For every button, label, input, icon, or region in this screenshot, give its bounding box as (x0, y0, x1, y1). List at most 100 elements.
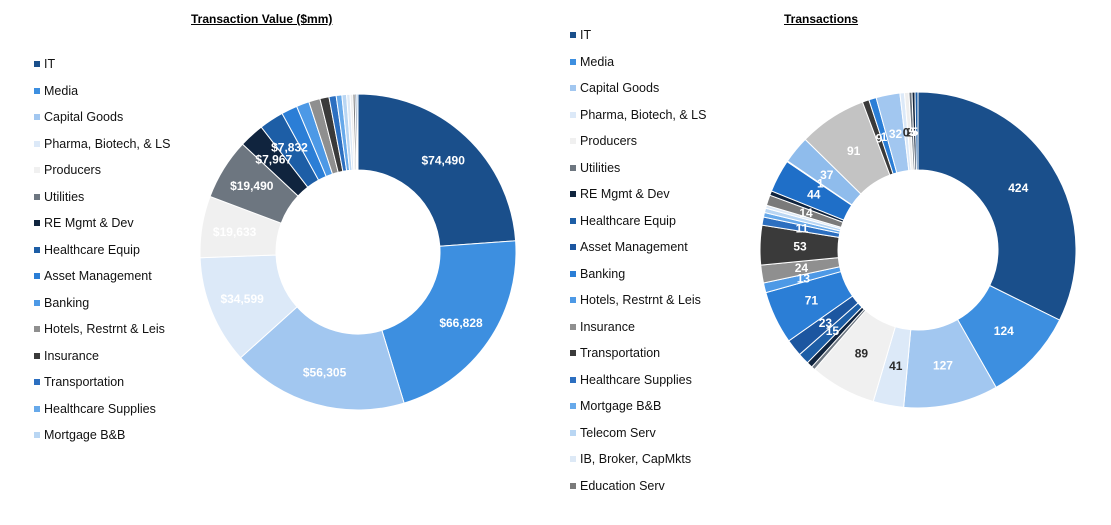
data-label: 37 (820, 168, 834, 182)
legend-label: Mortgage B&B (44, 428, 126, 442)
data-label: 89 (855, 347, 869, 361)
donut-transaction-value: $74,490 $66,828 $56,305 $34,599 $19,633 $19,4… (199, 93, 517, 411)
slice-other-19 (356, 93, 359, 171)
data-label: 2 (906, 125, 913, 139)
data-label: 32 (889, 127, 903, 141)
chart-title-transactions: Transactions (784, 12, 859, 26)
slice-capital-goods (239, 306, 405, 411)
legend-label: Banking (580, 266, 626, 281)
legend-item-healthcare-supplies: Healthcare Supplies (34, 402, 170, 429)
legend-transaction-value: IT Media Capital Goods Pharma, Biotech, & L… (34, 57, 170, 455)
slice-it (357, 93, 517, 247)
legend-swatch (34, 432, 40, 438)
legend-label: RE Mgmt & Dev (44, 216, 134, 230)
legend-swatch (34, 167, 40, 173)
data-label: 24 (795, 261, 809, 275)
legend-item-banking: Banking (570, 267, 706, 294)
legend-item-insurance: Insurance (34, 349, 170, 376)
legend-label: Telecom Serv (580, 425, 656, 440)
data-label: $7,832 (271, 140, 308, 154)
data-label: 11 (796, 221, 809, 235)
legend-label: Producers (580, 134, 637, 148)
data-label: $19,633 (213, 225, 257, 239)
data-label: 41 (889, 359, 903, 373)
legend-label: Healthcare Equip (580, 213, 676, 228)
legend-swatch (570, 244, 576, 250)
legend-swatch (570, 297, 576, 303)
legend-swatch (570, 111, 576, 118)
legend-label: Utilities (44, 189, 85, 204)
data-label: 71 (805, 294, 819, 308)
legend-item-producers: Producers (570, 134, 706, 161)
legend-label: Healthcare Supplies (44, 401, 156, 416)
legend-swatch (570, 270, 576, 277)
legend-label: Healthcare Equip (44, 242, 140, 257)
legend-swatch (34, 379, 40, 385)
legend-swatch (570, 164, 576, 171)
legend-item-producers: Producers (34, 163, 170, 190)
legend-label: Hotels, Restrnt & Leis (44, 322, 165, 336)
data-label: 23 (819, 316, 833, 330)
legend-swatch (570, 85, 576, 91)
legend-item-media: Media (570, 55, 706, 82)
data-label: $19,490 (230, 179, 274, 193)
legend-swatch (570, 217, 576, 224)
legend-item-transportation: Transportation (34, 375, 170, 402)
legend-swatch (570, 138, 576, 144)
legend-swatch (34, 246, 40, 253)
legend-label: IT (580, 28, 592, 42)
legend-label: Transportation (44, 375, 125, 389)
legend-item-re-mgmt-dev: RE Mgmt & Dev (34, 216, 170, 243)
data-label: $74,490 (422, 154, 466, 168)
legend-swatch (570, 32, 576, 38)
legend-label: Pharma, Biotech, & LS (44, 136, 171, 151)
legend-swatch (570, 58, 576, 65)
legend-label: Asset Management (44, 269, 152, 283)
legend-label: IB, Broker, CapMkts (580, 452, 692, 466)
data-label: 1 (881, 130, 888, 144)
legend-label: Insurance (44, 348, 99, 363)
slice-other-30 (914, 91, 919, 171)
legend-item-hotels-restrnt-leis: Hotels, Restrnt & Leis (570, 293, 706, 320)
legend-swatch (34, 61, 40, 67)
data-label: 15 (826, 324, 840, 338)
legend-item-healthcare-supplies: Healthcare Supplies (570, 373, 706, 400)
data-label: 1 (817, 177, 824, 191)
legend-item-re-mgmt-dev: RE Mgmt & Dev (570, 187, 706, 214)
legend-label: Healthcare Supplies (580, 372, 692, 387)
legend-label: RE Mgmt & Dev (580, 187, 670, 201)
legend-item-transportation: Transportation (570, 346, 706, 373)
legend-item-education-serv: Education Serv (570, 479, 706, 506)
legend-item-asset-management: Asset Management (570, 240, 706, 267)
legend-swatch (34, 193, 40, 200)
chart-title-transaction-value: Transaction Value ($mm) (191, 12, 333, 26)
legend-swatch (570, 482, 576, 489)
legend-swatch (34, 326, 40, 332)
legend-item-healthcare-equip: Healthcare Equip (34, 243, 170, 270)
data-label: 53 (793, 239, 807, 253)
data-label: 91 (847, 144, 861, 158)
data-label: 127 (933, 358, 953, 372)
legend-item-hotels-restrnt-leis: Hotels, Restrnt & Leis (34, 322, 170, 349)
legend-item-mortgage-b-b: Mortgage B&B (34, 428, 170, 455)
legend-label: Education Serv (580, 478, 665, 493)
legend-swatch (34, 273, 40, 279)
legend-swatch (34, 299, 40, 306)
legend-item-utilities: Utilities (570, 161, 706, 188)
legend-label: Pharma, Biotech, & LS (580, 107, 707, 122)
legend-item-asset-management: Asset Management (34, 269, 170, 296)
data-label: 44 (807, 188, 821, 202)
data-label: 5 (911, 125, 918, 139)
legend-item-capital-goods: Capital Goods (34, 110, 170, 137)
legend-label: Producers (44, 163, 101, 177)
legend-swatch (34, 87, 40, 94)
legend-item-it: IT (570, 28, 706, 55)
legend-swatch (570, 456, 576, 462)
legend-label: Utilities (580, 160, 621, 175)
legend-item-pharma-biotech-ls: Pharma, Biotech, & LS (570, 108, 706, 135)
data-label: 14 (799, 206, 813, 220)
data-label: 5 (909, 125, 916, 139)
legend-label: Media (44, 83, 79, 98)
